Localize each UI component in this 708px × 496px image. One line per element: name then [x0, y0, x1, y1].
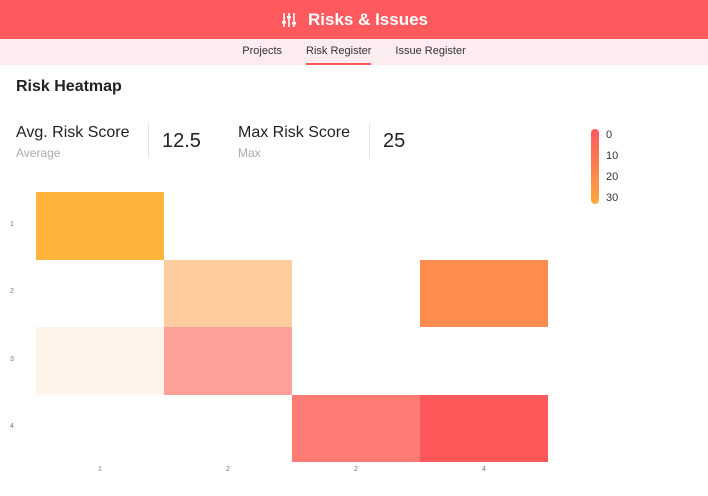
y-tick-label: 2 — [10, 288, 14, 296]
tab-bar: Projects Risk Register Issue Register — [0, 39, 708, 65]
x-tick-label: 4 — [482, 466, 486, 473]
sliders-icon — [280, 11, 298, 29]
heatmap-cell — [36, 192, 164, 260]
max-risk-score-value: 25 — [383, 130, 406, 152]
tab-issue-register[interactable]: Issue Register — [395, 45, 466, 57]
avg-risk-score-label: Avg. Risk Score — [16, 124, 130, 141]
y-tick-label: 1 — [10, 220, 14, 228]
avg-risk-score-sub: Average — [16, 146, 61, 160]
max-risk-score-sub: Max — [238, 146, 261, 160]
avg-risk-score-value: 12.5 — [162, 130, 201, 152]
color-legend-bar — [591, 129, 599, 204]
y-tick-label: 3 — [10, 355, 14, 363]
x-tick-label: 2 — [226, 466, 230, 473]
y-tick-label: 4 — [10, 423, 14, 431]
legend-tick: 10 — [606, 150, 619, 162]
heatmap-cell — [164, 259, 292, 327]
legend-tick: 0 — [606, 129, 613, 141]
legend-tick: 20 — [606, 171, 619, 183]
heatmap-cell — [420, 394, 548, 462]
heatmap-cell — [420, 259, 548, 327]
x-tick-label: 1 — [98, 466, 102, 473]
heatmap-cell — [36, 327, 164, 395]
section-title: Risk Heatmap — [16, 78, 122, 95]
divider — [148, 124, 149, 158]
app-header: Risks & Issues — [0, 0, 708, 39]
heatmap-cell — [164, 327, 292, 395]
x-tick-label: 2 — [354, 466, 358, 473]
divider — [369, 124, 370, 158]
legend-tick: 30 — [606, 192, 619, 204]
max-risk-score-label: Max Risk Score — [238, 124, 351, 141]
tab-projects[interactable]: Projects — [242, 45, 283, 57]
app-title: Risks & Issues — [307, 9, 428, 29]
tab-risk-register[interactable]: Risk Register — [306, 39, 372, 65]
heatmap-cell — [292, 394, 420, 462]
